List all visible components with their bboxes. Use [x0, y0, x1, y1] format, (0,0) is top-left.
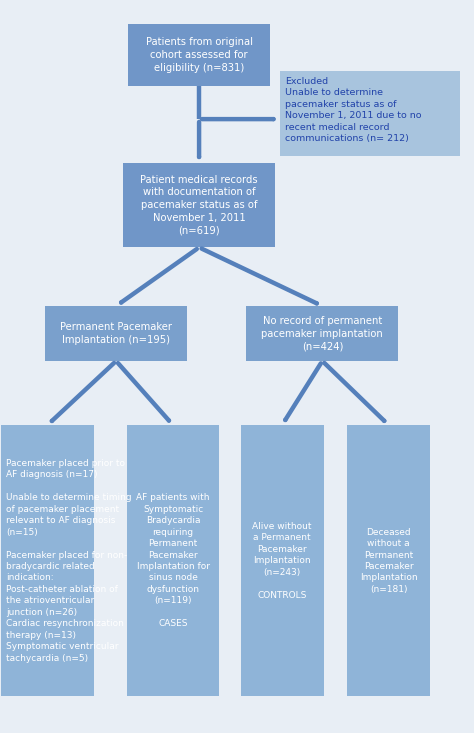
Text: Patients from original
cohort assessed for
eligibility (n=831): Patients from original cohort assessed f…	[146, 37, 253, 73]
FancyBboxPatch shape	[347, 425, 430, 696]
Text: No record of permanent
pacemaker implantation
(n=424): No record of permanent pacemaker implant…	[262, 316, 383, 351]
FancyBboxPatch shape	[128, 23, 270, 86]
FancyBboxPatch shape	[1, 425, 94, 696]
Text: Deceased
without a
Permanent
Pacemaker
Implantation
(n=181): Deceased without a Permanent Pacemaker I…	[360, 528, 418, 594]
FancyBboxPatch shape	[246, 306, 398, 361]
Text: Permanent Pacemaker
Implantation (n=195): Permanent Pacemaker Implantation (n=195)	[60, 322, 172, 345]
FancyBboxPatch shape	[240, 425, 323, 696]
Text: Excluded
Unable to determine
pacemaker status as of
November 1, 2011 due to no
r: Excluded Unable to determine pacemaker s…	[285, 77, 422, 143]
FancyBboxPatch shape	[45, 306, 187, 361]
Text: Patient medical records
with documentation of
pacemaker status as of
November 1,: Patient medical records with documentati…	[140, 174, 258, 236]
Text: Pacemaker placed prior to
AF diagnosis (n=17)

Unable to determine timing
of pac: Pacemaker placed prior to AF diagnosis (…	[6, 459, 132, 663]
Text: AF patients with
Symptomatic
Bradycardia
requiring
Permanent
Pacemaker
Implantat: AF patients with Symptomatic Bradycardia…	[136, 493, 210, 628]
FancyBboxPatch shape	[127, 425, 219, 696]
FancyBboxPatch shape	[123, 163, 275, 248]
FancyBboxPatch shape	[280, 71, 460, 156]
Text: Alive without
a Permanent
Pacemaker
Implantation
(n=243)

CONTROLS: Alive without a Permanent Pacemaker Impl…	[252, 522, 312, 600]
